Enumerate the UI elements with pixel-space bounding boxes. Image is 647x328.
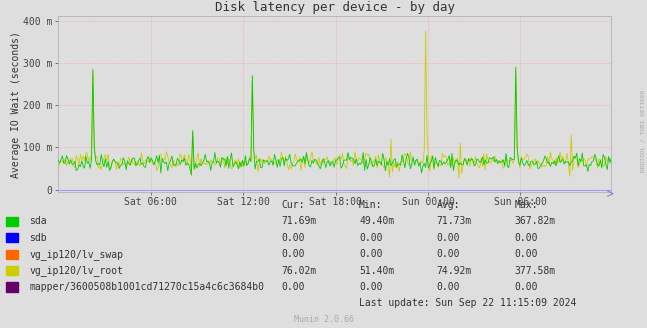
Text: 74.92m: 74.92m (437, 266, 472, 276)
Text: Avg:: Avg: (437, 200, 460, 210)
Text: sda: sda (29, 216, 47, 226)
Text: Munin 2.0.66: Munin 2.0.66 (294, 315, 353, 324)
Text: 0.00: 0.00 (437, 249, 460, 259)
Text: 0.00: 0.00 (514, 233, 538, 243)
Text: 51.40m: 51.40m (359, 266, 394, 276)
Text: 0.00: 0.00 (359, 233, 382, 243)
Text: 0.00: 0.00 (437, 282, 460, 292)
Text: 0.00: 0.00 (281, 282, 305, 292)
Text: 0.00: 0.00 (359, 249, 382, 259)
Text: 0.00: 0.00 (281, 249, 305, 259)
Text: 49.40m: 49.40m (359, 216, 394, 226)
Text: 0.00: 0.00 (281, 233, 305, 243)
Text: Cur:: Cur: (281, 200, 305, 210)
Text: sdb: sdb (29, 233, 47, 243)
Text: Last update: Sun Sep 22 11:15:09 2024: Last update: Sun Sep 22 11:15:09 2024 (359, 298, 576, 308)
Title: Disk latency per device - by day: Disk latency per device - by day (215, 1, 455, 14)
Y-axis label: Average IO Wait (seconds): Average IO Wait (seconds) (10, 31, 21, 177)
Text: 0.00: 0.00 (514, 282, 538, 292)
Text: 0.00: 0.00 (437, 233, 460, 243)
Text: vg_ip120/lv_swap: vg_ip120/lv_swap (29, 249, 123, 260)
Text: RRDTOOL / TOBI OETIKER: RRDTOOL / TOBI OETIKER (640, 90, 645, 173)
Text: Min:: Min: (359, 200, 382, 210)
Text: 0.00: 0.00 (514, 249, 538, 259)
Text: 377.58m: 377.58m (514, 266, 556, 276)
Text: vg_ip120/lv_root: vg_ip120/lv_root (29, 265, 123, 276)
Text: mapper/3600508b1001cd71270c15a4c6c3684b0: mapper/3600508b1001cd71270c15a4c6c3684b0 (29, 282, 264, 292)
Text: 71.73m: 71.73m (437, 216, 472, 226)
Text: 71.69m: 71.69m (281, 216, 316, 226)
Text: 0.00: 0.00 (359, 282, 382, 292)
Text: Max:: Max: (514, 200, 538, 210)
Text: 367.82m: 367.82m (514, 216, 556, 226)
Text: 76.02m: 76.02m (281, 266, 316, 276)
